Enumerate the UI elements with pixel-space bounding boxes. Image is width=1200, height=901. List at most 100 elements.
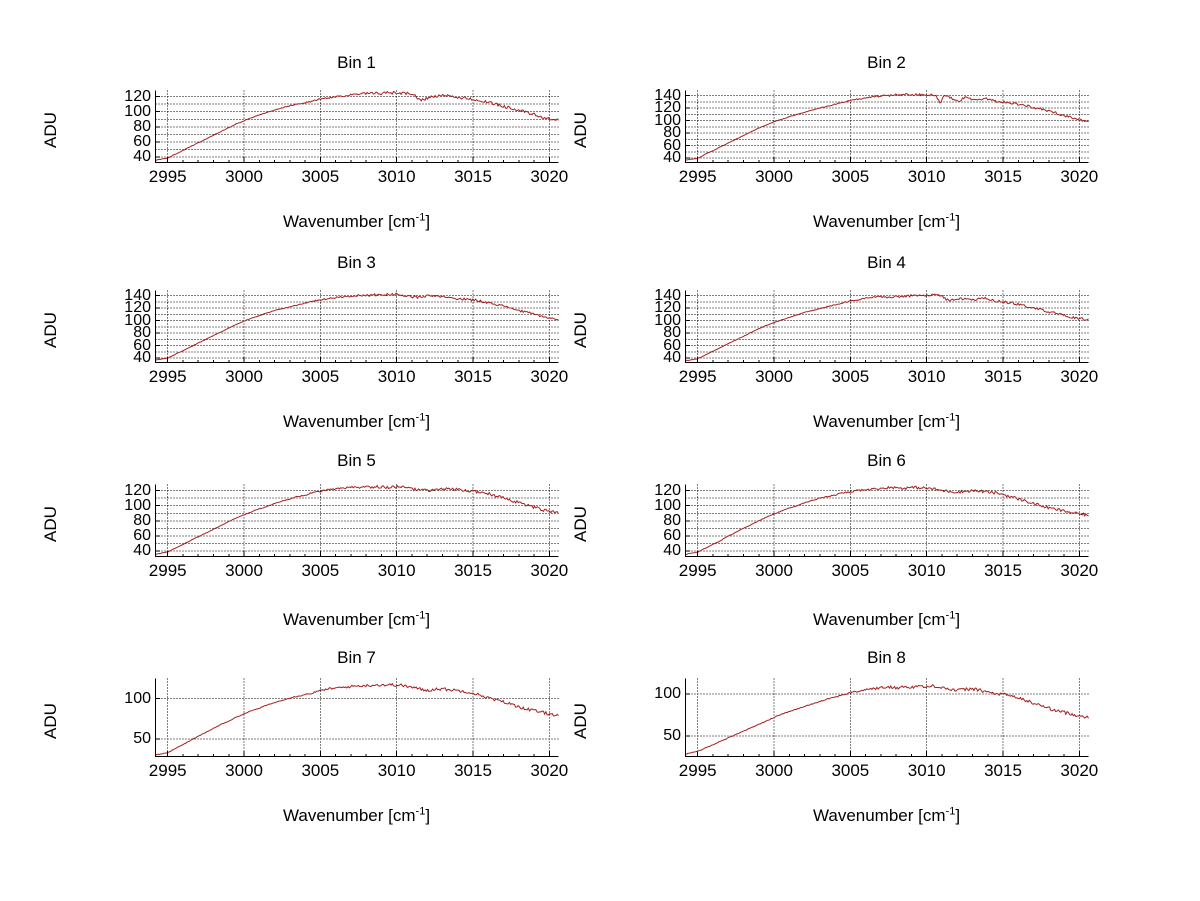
x-tick-label-6-1: 3000 <box>755 561 793 580</box>
y-axis-label-8: ADU <box>571 703 590 739</box>
y-tick-label-2-4: 120 <box>654 99 681 117</box>
x-axis-label-text-8: Wavenumber [cm <box>812 806 946 825</box>
y-tick-label-2-0: 40 <box>663 149 681 167</box>
x-axis-label-text-7: Wavenumber [cm <box>282 806 416 825</box>
y-tick-label-2-2: 80 <box>663 124 681 142</box>
y-tick-label-6-4: 120 <box>654 481 681 499</box>
x-axis-label-4: Wavenumber [cm-1] <box>685 412 1088 432</box>
y-axis-label-6: ADU <box>571 506 590 542</box>
x-axis-label-exponent-5: -1 <box>415 609 426 622</box>
panel-title-2: Bin 2 <box>867 53 906 72</box>
x-axis-label-exponent-8: -1 <box>945 805 956 818</box>
x-axis-label-bracket-1: ] <box>425 212 431 231</box>
x-tick-label-2-3: 3010 <box>907 167 946 186</box>
x-axis-label-text-4: Wavenumber [cm <box>812 412 946 431</box>
x-tick-label-4-5: 3020 <box>1060 367 1099 386</box>
x-tick-label-5-3: 3010 <box>377 561 416 580</box>
x-axis-label-text-2: Wavenumber [cm <box>812 212 946 231</box>
y-tick-label-5-1: 60 <box>133 527 151 545</box>
axes-area-8 <box>685 678 1089 757</box>
x-axis-label-bracket-7: ] <box>425 806 431 825</box>
y-tick-label-1-2: 80 <box>133 117 151 135</box>
y-tick-label-4-5: 140 <box>654 286 681 304</box>
spectrum-trace-4 <box>685 293 1089 362</box>
y-axis-label-4: ADU <box>571 312 590 348</box>
x-axis-label-text-5: Wavenumber [cm <box>282 610 416 629</box>
spectrum-trace-3 <box>155 292 559 361</box>
y-tick-label-4-0: 40 <box>663 349 681 367</box>
x-axis-label-2: Wavenumber [cm-1] <box>685 212 1088 232</box>
y-tick-label-1-4: 120 <box>124 87 151 105</box>
y-tick-label-8-0: 50 <box>663 727 681 745</box>
x-tick-label-4-0: 2995 <box>678 367 717 386</box>
plot-panel-8: Bin 8 ADU 50 100 2995 3000 3005 3010 3015 3020 Wav… <box>565 648 1108 836</box>
x-tick-label-1-4: 3015 <box>454 167 492 186</box>
x-axis-label-text-6: Wavenumber [cm <box>812 610 946 629</box>
y-tick-label-4-1: 60 <box>663 336 681 354</box>
panel-title-5: Bin 5 <box>337 451 376 470</box>
y-axis-label-2: ADU <box>571 112 590 148</box>
x-tick-label-7-4: 3015 <box>454 761 492 780</box>
x-axis-label-bracket-4: ] <box>955 412 961 431</box>
plot-panel-3: Bin 3 ADU 40 60 80 100 120 140 2995 3000 3005 3010 3… <box>35 253 578 442</box>
y-tick-label-2-5: 140 <box>654 86 681 104</box>
x-tick-label-5-4: 3015 <box>454 561 492 580</box>
x-axis-label-exponent-4: -1 <box>945 411 956 424</box>
x-axis-label-7: Wavenumber [cm-1] <box>155 806 558 826</box>
x-tick-label-2-1: 3000 <box>755 167 793 186</box>
panel-title-7: Bin 7 <box>337 648 376 667</box>
axes-area-5 <box>155 484 559 557</box>
plot-panel-5: Bin 5 ADU 40 60 80 100 120 2995 3000 3005 3010 3015… <box>35 451 578 640</box>
x-tick-label-5-5: 3020 <box>530 561 569 580</box>
x-tick-label-7-0: 2995 <box>148 761 187 780</box>
x-tick-label-4-2: 3005 <box>831 367 870 386</box>
spectrum-trace-5 <box>155 484 559 556</box>
x-tick-label-1-3: 3010 <box>377 167 416 186</box>
x-tick-label-8-2: 3005 <box>831 761 870 780</box>
y-tick-label-3-3: 100 <box>124 311 151 329</box>
panel-title-4: Bin 4 <box>867 253 906 272</box>
x-tick-label-3-5: 3020 <box>530 367 569 386</box>
y-tick-label-2-3: 100 <box>654 111 681 129</box>
axes-area-1 <box>155 90 559 163</box>
x-tick-label-8-4: 3015 <box>984 761 1022 780</box>
x-tick-label-5-2: 3005 <box>301 561 340 580</box>
axes-area-2 <box>685 90 1089 163</box>
y-tick-label-2-1: 60 <box>663 136 681 154</box>
y-tick-label-3-4: 120 <box>124 299 151 317</box>
x-tick-label-7-3: 3010 <box>377 761 416 780</box>
y-tick-label-6-3: 100 <box>654 496 681 514</box>
y-tick-label-6-0: 40 <box>663 542 681 560</box>
plot-panel-2: Bin 2 ADU 40 60 80 100 120 140 2995 3000 3005 3010 3… <box>565 53 1108 242</box>
x-axis-label-exponent-6: -1 <box>945 609 956 622</box>
x-axis-label-exponent-7: -1 <box>415 805 426 818</box>
panel-title-8: Bin 8 <box>867 648 906 667</box>
x-tick-label-2-4: 3015 <box>984 167 1022 186</box>
plot-panel-6: Bin 6 ADU 40 60 80 100 120 2995 3000 3005 3010 3015… <box>565 451 1108 640</box>
plot-panel-4: Bin 4 ADU 40 60 80 100 120 140 2995 3000 3005 3010 3… <box>565 253 1108 442</box>
x-tick-label-4-1: 3000 <box>755 367 793 386</box>
x-tick-label-7-1: 3000 <box>225 761 263 780</box>
x-axis-label-bracket-5: ] <box>425 610 431 629</box>
x-tick-label-3-3: 3010 <box>377 367 416 386</box>
y-tick-label-3-1: 60 <box>133 336 151 354</box>
x-tick-label-5-0: 2995 <box>148 561 187 580</box>
x-tick-label-3-0: 2995 <box>148 367 187 386</box>
plot-panel-1: Bin 1 ADU 40 60 80 100 120 2995 3000 3005 3010 3015… <box>35 53 578 242</box>
spectrum-trace-6 <box>685 485 1089 555</box>
x-axis-label-8: Wavenumber [cm-1] <box>685 806 1088 826</box>
y-tick-label-5-4: 120 <box>124 481 151 499</box>
x-tick-label-6-3: 3010 <box>907 561 946 580</box>
x-tick-label-6-5: 3020 <box>1060 561 1099 580</box>
x-tick-label-4-3: 3010 <box>907 367 946 386</box>
axes-area-4 <box>685 290 1089 363</box>
x-tick-label-8-0: 2995 <box>678 761 717 780</box>
y-tick-label-7-1: 100 <box>124 689 151 707</box>
axes-area-7 <box>155 678 559 757</box>
x-axis-label-bracket-6: ] <box>955 610 961 629</box>
y-tick-label-5-0: 40 <box>133 542 151 560</box>
x-axis-label-bracket-3: ] <box>425 412 431 431</box>
x-tick-label-3-4: 3015 <box>454 367 492 386</box>
spectrum-trace-1 <box>155 90 559 162</box>
x-tick-label-1-0: 2995 <box>148 167 187 186</box>
